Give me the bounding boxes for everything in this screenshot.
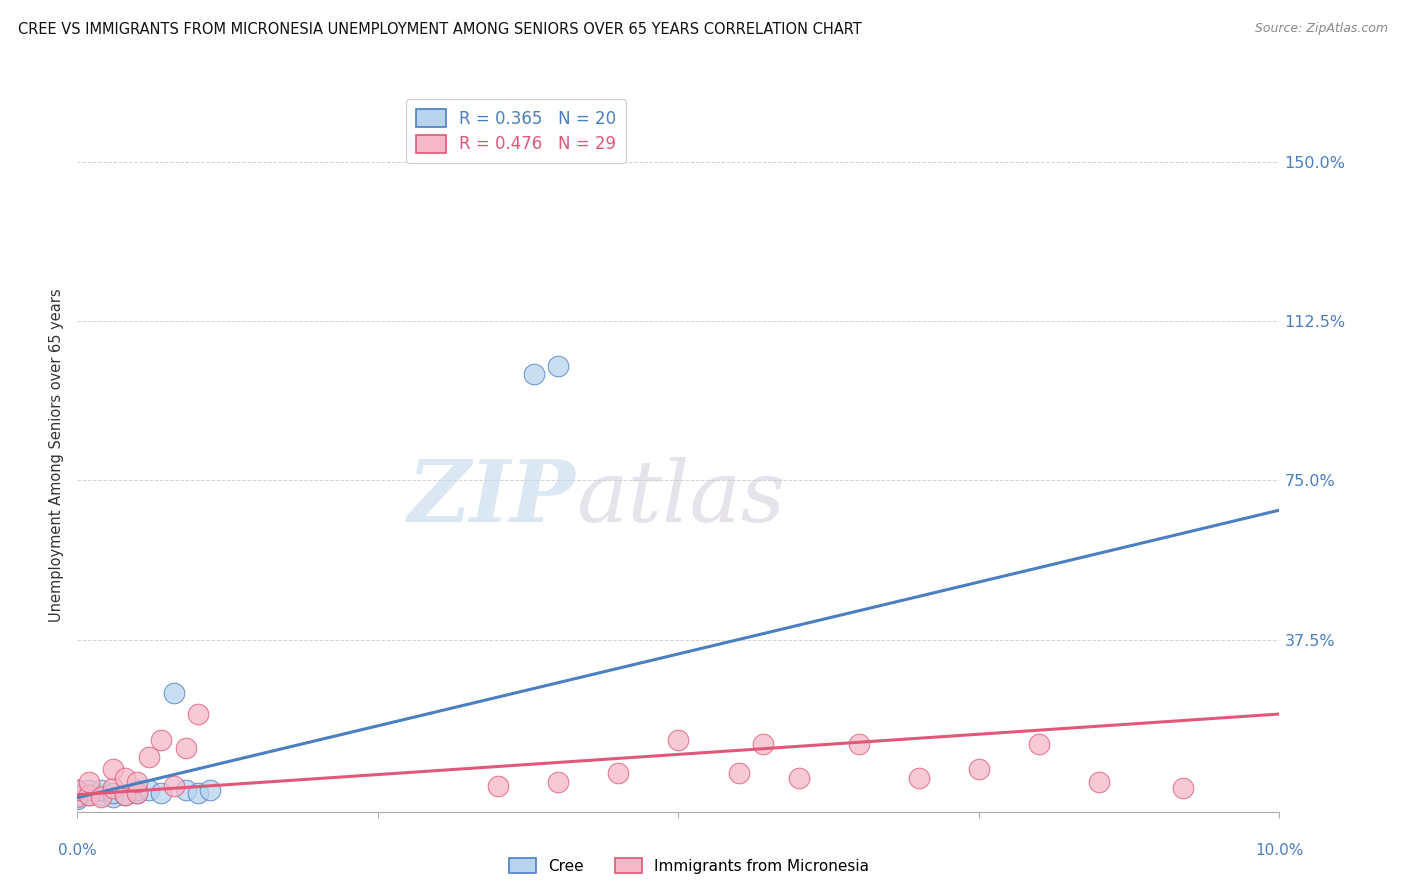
Point bbox=[848, 737, 870, 751]
Point bbox=[103, 762, 125, 776]
Point bbox=[1088, 775, 1111, 789]
Point bbox=[150, 786, 173, 800]
Point bbox=[66, 783, 89, 797]
Legend: Cree, Immigrants from Micronesia: Cree, Immigrants from Micronesia bbox=[502, 852, 876, 880]
Point bbox=[668, 732, 690, 747]
Legend: R = 0.365   N = 20, R = 0.476   N = 29: R = 0.365 N = 20, R = 0.476 N = 29 bbox=[406, 99, 626, 163]
Point bbox=[162, 686, 184, 700]
Point bbox=[66, 792, 89, 806]
Point bbox=[1028, 737, 1050, 751]
Point bbox=[162, 779, 184, 793]
Point bbox=[127, 786, 149, 800]
Point bbox=[523, 368, 546, 382]
Point bbox=[79, 788, 101, 802]
Point bbox=[547, 775, 569, 789]
Point bbox=[174, 783, 197, 797]
Point bbox=[607, 766, 630, 780]
Point bbox=[198, 783, 221, 797]
Point bbox=[103, 786, 125, 800]
Point bbox=[66, 789, 89, 804]
Point bbox=[967, 762, 990, 776]
Point bbox=[187, 786, 209, 800]
Point bbox=[138, 783, 160, 797]
Text: ZIP: ZIP bbox=[408, 456, 576, 540]
Point bbox=[114, 788, 136, 802]
Point bbox=[79, 775, 101, 789]
Point bbox=[79, 783, 101, 797]
Point bbox=[187, 706, 209, 721]
Point bbox=[90, 788, 112, 802]
Point bbox=[66, 783, 89, 797]
Point bbox=[751, 737, 773, 751]
Point bbox=[127, 775, 149, 789]
Point bbox=[727, 766, 749, 780]
Point bbox=[174, 741, 197, 756]
Point bbox=[486, 779, 509, 793]
Point bbox=[90, 789, 112, 804]
Text: atlas: atlas bbox=[576, 457, 786, 539]
Text: 0.0%: 0.0% bbox=[58, 843, 97, 858]
Point bbox=[787, 771, 810, 785]
Point bbox=[114, 771, 136, 785]
Point bbox=[103, 781, 125, 796]
Point bbox=[138, 749, 160, 764]
Text: Source: ZipAtlas.com: Source: ZipAtlas.com bbox=[1254, 22, 1388, 36]
Point bbox=[66, 788, 89, 802]
Y-axis label: Unemployment Among Seniors over 65 years: Unemployment Among Seniors over 65 years bbox=[49, 288, 65, 622]
Point bbox=[908, 771, 931, 785]
Text: CREE VS IMMIGRANTS FROM MICRONESIA UNEMPLOYMENT AMONG SENIORS OVER 65 YEARS CORR: CREE VS IMMIGRANTS FROM MICRONESIA UNEMP… bbox=[18, 22, 862, 37]
Point bbox=[150, 732, 173, 747]
Text: 10.0%: 10.0% bbox=[1256, 843, 1303, 858]
Point bbox=[103, 789, 125, 804]
Point bbox=[1173, 781, 1195, 796]
Point bbox=[127, 786, 149, 800]
Point bbox=[547, 359, 569, 373]
Point bbox=[114, 788, 136, 802]
Point bbox=[90, 783, 112, 797]
Point bbox=[127, 783, 149, 797]
Point bbox=[79, 788, 101, 802]
